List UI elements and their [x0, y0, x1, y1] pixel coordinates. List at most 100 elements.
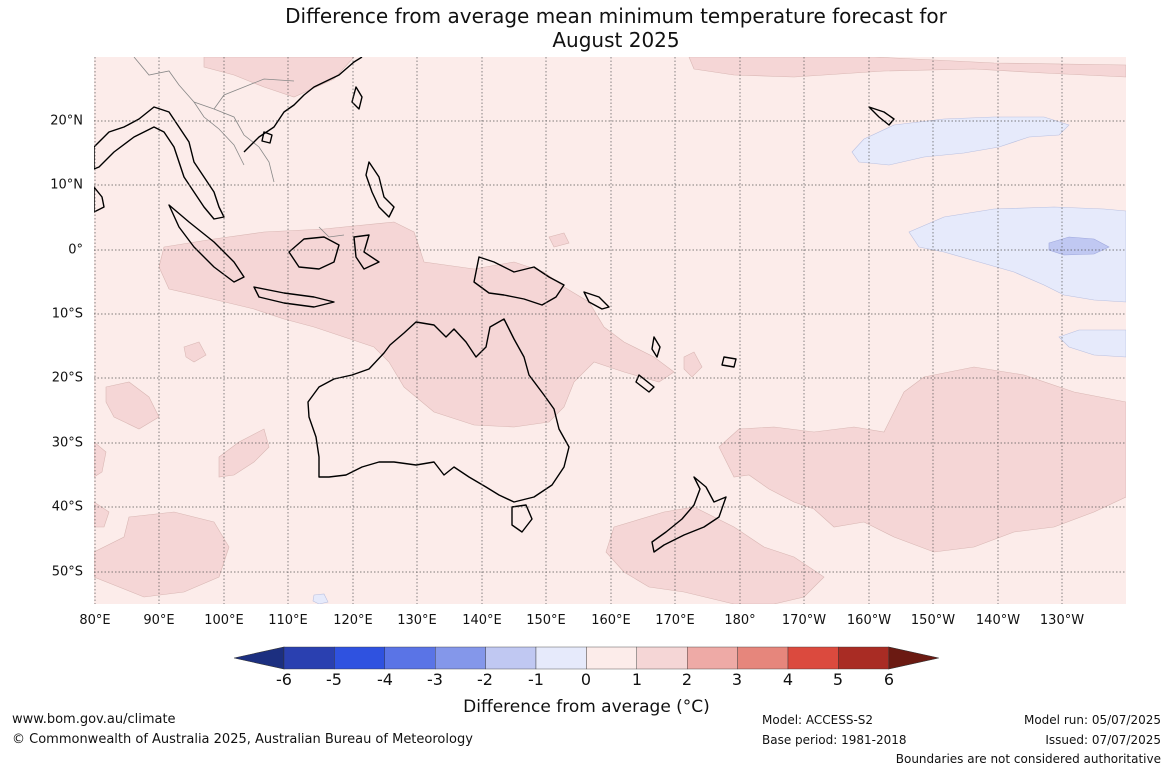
colorbar	[234, 646, 939, 670]
lat-label-10n: 10°N	[50, 177, 83, 193]
country-borders	[133, 57, 345, 238]
colorbar-tick-minus2: -2	[477, 670, 493, 689]
colorbar-cell	[384, 646, 436, 670]
lon-label-80e: 80°E	[79, 613, 111, 628]
model-run-text: Model run: 05/07/2025	[1023, 713, 1161, 727]
warm-region-southeast-asia	[203, 57, 355, 98]
colorbar-cell	[586, 646, 637, 670]
graticule	[94, 57, 1126, 604]
lon-label-110e: 110°E	[268, 613, 308, 628]
lon-label-160e: 160°E	[591, 613, 631, 628]
coastline-fiji	[721, 356, 737, 368]
colorbar-cell	[787, 646, 839, 670]
coastline-new-guinea	[473, 256, 565, 306]
lat-label-50s: 50°S	[51, 564, 83, 580]
colorbar-tick-5: 5	[832, 670, 844, 689]
colorbar-cell	[283, 646, 335, 670]
colorbar-tick-0: 0	[580, 670, 592, 689]
lon-label-130w: 130°W	[1039, 613, 1085, 628]
cool-region-equatorial-pacific	[908, 206, 1126, 303]
colorbar-cell	[535, 646, 587, 670]
coastline-borneo	[288, 236, 340, 270]
lon-label-90e: 90°E	[143, 613, 175, 628]
coastlines	[94, 57, 895, 553]
colorbar-tick-6: 6	[883, 670, 895, 689]
lat-label-30s: 30°S	[51, 435, 83, 451]
disclaimer-text: Boundaries are not considered authoritat…	[895, 752, 1161, 766]
coastline-java	[253, 286, 335, 308]
lon-label-160w: 160°W	[846, 613, 892, 628]
cooler-region-equatorial-pacific	[1048, 236, 1110, 256]
issued-text: Issued: 07/07/2025	[1045, 733, 1161, 747]
colorbar-cell	[334, 646, 386, 670]
lat-label-40s: 40°S	[51, 499, 83, 515]
warm-region-indian-ocean-small	[183, 341, 207, 363]
forecast-map	[94, 57, 1126, 604]
coastline-vanuatu	[651, 336, 661, 358]
colorbar-tick-minus5: -5	[326, 670, 342, 689]
map-title-line2: August 2025	[552, 28, 680, 52]
coastline-australia	[307, 318, 570, 503]
cool-region-southern-ocean-spot	[312, 593, 329, 604]
colorbar-cell	[737, 646, 789, 670]
lon-label-130e: 130°E	[397, 613, 437, 628]
lon-label-120e: 120°E	[333, 613, 373, 628]
copyright-text: © Commonwealth of Australia 2025, Austra…	[12, 732, 473, 747]
coastline-sri-lanka	[94, 186, 105, 213]
colorbar-tick-2: 2	[681, 670, 693, 689]
lon-label-140e: 140°E	[462, 613, 502, 628]
coastline-hawaii	[868, 106, 895, 126]
coastline-mainland-asia	[94, 57, 363, 220]
colorbar-cell	[838, 646, 890, 670]
colorbar-tick-1: 1	[631, 670, 643, 689]
colorbar-cells	[234, 646, 939, 670]
warm-region-south-pacific	[718, 366, 1126, 553]
base-period-text: Base period: 1981-2018	[762, 733, 907, 747]
colorbar-cell	[434, 646, 486, 670]
coastline-tasmania	[511, 504, 533, 533]
map-canvas	[94, 57, 1126, 604]
colorbar-tick-3: 3	[731, 670, 743, 689]
warm-region-west-edge	[94, 441, 107, 478]
cooler-anomaly-regions	[1048, 236, 1110, 256]
coastline-new-zealand	[651, 476, 727, 553]
lat-label-20s: 20°S	[51, 370, 83, 386]
colorbar-cell	[687, 646, 738, 670]
coastline-hainan	[261, 131, 273, 144]
model-text: Model: ACCESS-S2	[762, 713, 874, 727]
lon-label-180: 180°	[724, 613, 756, 628]
warm-anomaly-regions	[94, 57, 1126, 604]
coastline-solomon-islands	[583, 291, 610, 310]
coastline-new-caledonia	[635, 374, 655, 393]
coastline-sulawesi	[353, 234, 380, 270]
lon-label-170w: 170°W	[781, 613, 827, 628]
lon-label-150e: 150°E	[526, 613, 566, 628]
cool-anomaly-regions	[312, 116, 1126, 604]
colorbar-tick-minus4: -4	[377, 670, 393, 689]
colorbar-tick-4: 4	[782, 670, 794, 689]
warm-region-western-indian-ocean	[105, 381, 160, 430]
lon-label-150w: 150°W	[910, 613, 956, 628]
colorbar-extend-high	[888, 646, 939, 670]
colorbar-cell	[636, 646, 688, 670]
cool-region-southeast-pacific	[1058, 329, 1126, 358]
map-title: Difference from average mean minimum tem…	[0, 4, 1173, 52]
colorbar-cell	[485, 646, 537, 670]
lon-label-100e: 100°E	[204, 613, 244, 628]
website-link[interactable]: www.bom.gov.au/climate	[12, 712, 176, 727]
coastline-philippines	[365, 161, 395, 218]
warm-region-southern-indian	[94, 501, 230, 598]
colorbar-tick-minus3: -3	[427, 670, 443, 689]
lon-label-170e: 170°E	[655, 613, 695, 628]
warm-region-coral-sea-small	[548, 232, 570, 248]
colorbar-tick-minus1: -1	[528, 670, 544, 689]
colorbar-extend-low	[234, 646, 285, 670]
colorbar-title: Difference from average (°C)	[463, 697, 710, 717]
warm-region-north-pacific	[688, 57, 1126, 78]
lat-label-10s: 10°S	[51, 306, 83, 322]
lat-label-equator: 0°	[68, 242, 83, 258]
colorbar-tick-minus6: -6	[276, 670, 292, 689]
warm-region-indian-ocean-mid	[218, 428, 270, 478]
coastline-sumatra	[168, 204, 245, 283]
lat-label-20n: 20°N	[50, 113, 83, 129]
